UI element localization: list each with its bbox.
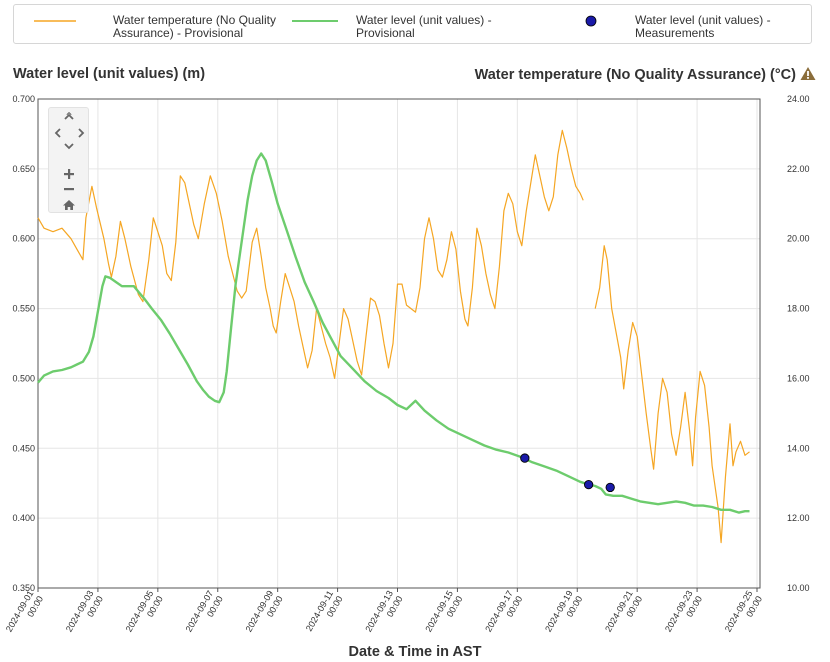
- zoom-in-icon[interactable]: [63, 168, 75, 180]
- pan-up-icon[interactable]: ⌃: [63, 110, 75, 124]
- legend-item-water-level[interactable]: Water level (unit values) - Provisional: [292, 14, 492, 40]
- left-y-tick-label: 0.350: [12, 583, 35, 593]
- grid-lines: [37, 98, 760, 589]
- legend-label-water-level: Water level (unit values) - Provisional: [356, 14, 492, 40]
- legend-label-water-level-line2: Provisional: [356, 26, 415, 40]
- legend-label-water-level-line1: Water level (unit values) -: [356, 13, 492, 27]
- legend-label-measurements-line1: Water level (unit values) -: [635, 13, 771, 27]
- right-axis-title: Water temperature (No Quality Assurance)…: [474, 67, 796, 83]
- left-y-tick-label: 0.500: [12, 373, 35, 383]
- legend-item-temperature[interactable]: Water temperature (No Quality Assurance)…: [34, 14, 276, 40]
- legend-item-measurements[interactable]: Water level (unit values) - Measurements: [577, 14, 771, 40]
- left-y-axis: 0.350 0.400 0.450 0.500 0.550 0.600 0.650 0.700: [12, 94, 35, 593]
- legend-label-measurements-line2: Measurements: [635, 26, 715, 40]
- right-y-tick-label: 12.00: [787, 513, 810, 523]
- right-y-tick-label: 20.00: [787, 234, 810, 244]
- left-y-tick-label: 0.400: [12, 513, 35, 523]
- water-level-series-line: [37, 152, 750, 514]
- measurement-point[interactable]: [520, 453, 530, 463]
- home-icon[interactable]: [62, 199, 76, 211]
- legend-label-temperature-line2: Assurance) - Provisional: [113, 26, 244, 40]
- warning-icon[interactable]: [800, 66, 816, 81]
- measurement-markers: [520, 453, 615, 493]
- pan-down-icon[interactable]: [63, 142, 75, 152]
- left-y-tick-label: 0.700: [12, 94, 35, 104]
- right-y-tick-label: 16.00: [787, 373, 810, 383]
- legend-swatch-water-level: [292, 20, 338, 22]
- right-y-tick-label: 22.00: [787, 164, 810, 174]
- left-y-tick-label: 0.550: [12, 304, 35, 314]
- left-y-tick-label: 0.600: [12, 234, 35, 244]
- right-axis-title-wrap: Water temperature (No Quality Assurance)…: [475, 66, 816, 83]
- left-y-tick-label: 0.650: [12, 164, 35, 174]
- right-y-tick-label: 10.00: [787, 583, 810, 593]
- legend-label-measurements: Water level (unit values) - Measurements: [635, 14, 771, 40]
- measurement-point[interactable]: [583, 479, 594, 490]
- right-y-tick-label: 14.00: [787, 443, 810, 453]
- legend-label-temperature: Water temperature (No Quality Assurance)…: [113, 14, 276, 40]
- plot-frame: [37, 98, 761, 589]
- pan-left-icon[interactable]: [52, 127, 64, 139]
- zoom-out-icon[interactable]: [63, 186, 75, 192]
- series-layer: [37, 129, 750, 544]
- left-axis-title: Water level (unit values) (m): [13, 66, 206, 82]
- right-y-axis: 10.00 12.00 14.00 16.00 18.00 20.00 22.00 24.00: [787, 94, 810, 593]
- left-y-tick-label: 0.450: [12, 443, 35, 453]
- right-y-tick-label: 18.00: [787, 304, 810, 314]
- legend-swatch-temperature: [34, 20, 76, 22]
- x-axis-title: Date & Time in AST: [348, 644, 482, 660]
- temperature-series-line: [37, 129, 584, 379]
- pan-right-icon[interactable]: [75, 127, 87, 139]
- legend-swatch-measurements: [585, 15, 597, 27]
- right-y-tick-label: 24.00: [787, 94, 810, 104]
- pan-up-arrow-icon[interactable]: [63, 111, 75, 121]
- temperature-series-line: [594, 245, 750, 544]
- legend-label-temperature-line1: Water temperature (No Quality: [113, 13, 276, 27]
- zoom-controls: ⌃: [48, 107, 89, 213]
- measurement-point[interactable]: [605, 482, 615, 493]
- chart-legend: Water temperature (No Quality Assurance)…: [13, 4, 812, 44]
